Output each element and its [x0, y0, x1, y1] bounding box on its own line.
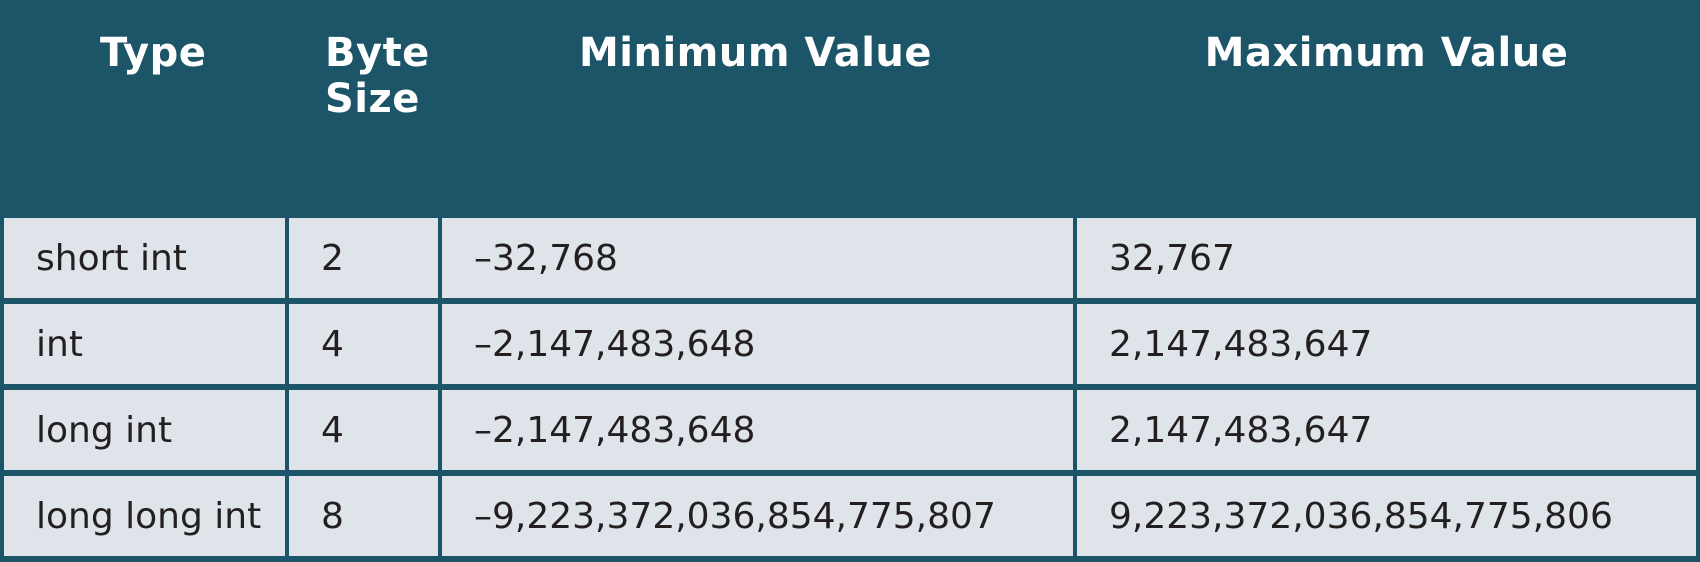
cell-maximum-value: 32,767 — [1073, 212, 1700, 298]
header-type: Type — [0, 0, 285, 212]
cell-type: short int — [0, 212, 285, 298]
header-minimum-value: Minimum Value — [438, 0, 1073, 212]
cell-byte-size: 4 — [285, 384, 438, 470]
cell-minimum-value: –9,223,372,036,854,775,807 — [438, 470, 1073, 562]
cell-minimum-value: –2,147,483,648 — [438, 298, 1073, 384]
header-byte-size-line1: Byte — [325, 30, 430, 76]
cell-maximum-value: 2,147,483,647 — [1073, 384, 1700, 470]
cell-maximum-value: 9,223,372,036,854,775,806 — [1073, 470, 1700, 562]
table-row: short int 2 –32,768 32,767 — [0, 212, 1700, 298]
table-row: long long int 8 –9,223,372,036,854,775,8… — [0, 470, 1700, 562]
header-maximum-value: Maximum Value — [1073, 0, 1700, 212]
table-row: long int 4 –2,147,483,648 2,147,483,647 — [0, 384, 1700, 470]
cell-byte-size: 8 — [285, 470, 438, 562]
header-row: Type Byte Size Minimum Value Maximum Val… — [0, 0, 1700, 212]
table-row: int 4 –2,147,483,648 2,147,483,647 — [0, 298, 1700, 384]
cell-minimum-value: –2,147,483,648 — [438, 384, 1073, 470]
cell-maximum-value: 2,147,483,647 — [1073, 298, 1700, 384]
table-body: short int 2 –32,768 32,767 int 4 –2,147,… — [0, 212, 1700, 562]
cell-type: long int — [0, 384, 285, 470]
header-byte-size-line2: Size — [325, 76, 420, 122]
header-byte-size: Byte Size — [285, 0, 438, 212]
table-header: Type Byte Size Minimum Value Maximum Val… — [0, 0, 1700, 212]
cell-type: int — [0, 298, 285, 384]
cell-byte-size: 2 — [285, 212, 438, 298]
cell-minimum-value: –32,768 — [438, 212, 1073, 298]
cell-type: long long int — [0, 470, 285, 562]
cell-byte-size: 4 — [285, 298, 438, 384]
